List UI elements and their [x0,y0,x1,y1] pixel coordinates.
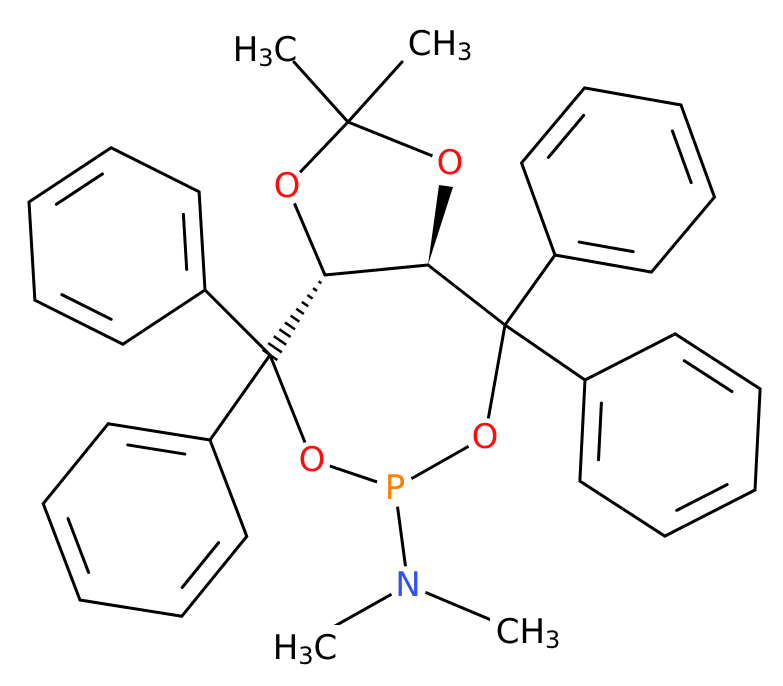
bond [203,288,272,357]
oxygen-label: O [472,417,499,457]
hashed-wedge [261,273,327,362]
oxygen-label: O [299,440,326,480]
hash-line [289,314,301,323]
hash-line [295,307,305,316]
double-bond [597,401,603,462]
bond [208,353,272,442]
phosphorus-label: P [385,468,406,508]
nitrogen-label: N [395,565,420,605]
hash-line [312,287,318,292]
methyl-label: CH3 [496,612,561,654]
hash-line [301,300,309,308]
double-bond [682,359,734,394]
oxygen-label: O [437,143,464,183]
hash-line [284,321,296,331]
bond [426,263,507,327]
double-bond [60,293,113,321]
bond [323,263,430,277]
hash-line [306,293,314,300]
hash-line [323,273,327,277]
atom-labels: H3C CH3 O O O O P N H3C CH3 [233,24,570,670]
hash-line [267,342,283,354]
phenyl-ring [27,146,207,346]
phenyl-rings [27,86,762,618]
hash-line [278,328,292,339]
oxygen-label: O [274,166,301,206]
bond [292,60,350,124]
bond [503,323,587,382]
double-bond [577,240,635,254]
double-bond [546,113,586,159]
phenyl-ring [519,86,717,274]
double-bond [181,212,189,271]
double-bond [66,517,91,574]
double-bond [675,483,729,512]
double-bond [180,541,221,589]
methyl-label: CH3 [408,24,473,66]
methyl-label: H3C [233,30,298,72]
hash-line [317,280,323,285]
hash-line [261,348,279,362]
double-bond [54,172,104,206]
double-bond [670,129,693,185]
methyl-label: H3C [273,628,338,670]
hash-line [273,335,287,346]
bond [346,60,404,124]
wedge-bond [428,185,453,265]
double-bond [126,443,187,456]
phenyl-ring [578,332,762,538]
bond [503,253,557,327]
phenyl-ring [41,422,249,618]
